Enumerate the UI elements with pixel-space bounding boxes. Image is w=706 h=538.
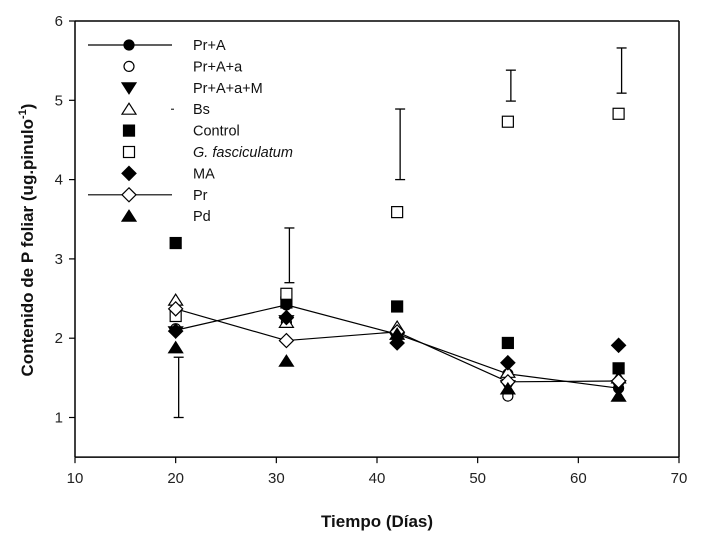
data-point bbox=[501, 336, 514, 350]
y-axis-title: Contenido de P foliar (ug.pinulo-1) bbox=[17, 104, 37, 377]
data-point bbox=[167, 301, 184, 317]
legend-item-control: Control bbox=[122, 124, 240, 140]
data-point bbox=[610, 373, 627, 389]
axes bbox=[74, 20, 680, 458]
y-axis-ticks: 1 2 3 4 5 6 bbox=[55, 13, 75, 427]
error-bar bbox=[284, 227, 295, 284]
data-point bbox=[500, 354, 516, 371]
legend-label: Pr+A+a bbox=[193, 59, 243, 75]
error-bar bbox=[505, 69, 516, 102]
data-point bbox=[612, 107, 625, 120]
y-tick-label: 5 bbox=[55, 92, 63, 109]
legend-label: Control bbox=[193, 124, 240, 140]
y-tick-label: 6 bbox=[55, 13, 63, 30]
data-point bbox=[278, 309, 295, 326]
error-bar bbox=[395, 108, 406, 181]
data-point bbox=[167, 340, 184, 354]
series-pd bbox=[167, 327, 627, 402]
legend-item-pr: Pr bbox=[88, 186, 208, 204]
legend-marker bbox=[120, 102, 138, 115]
legend-marker bbox=[121, 186, 137, 203]
legend-marker bbox=[121, 165, 137, 182]
x-axis-ticks: 10 20 30 40 50 60 70 bbox=[67, 457, 688, 487]
x-tick-label: 50 bbox=[469, 470, 486, 487]
legend-marker bbox=[120, 82, 138, 95]
legend-item-pr-a-a: Pr+A+a bbox=[123, 59, 243, 75]
y-tick-label: 3 bbox=[55, 251, 63, 268]
data-point bbox=[167, 323, 184, 339]
y-tick-label: 4 bbox=[55, 172, 63, 189]
legend-item-pd: Pd bbox=[120, 209, 211, 225]
series-control bbox=[169, 236, 625, 375]
series-ma bbox=[167, 309, 627, 371]
error-bars bbox=[173, 47, 627, 419]
x-tick-label: 30 bbox=[268, 470, 285, 487]
data-point bbox=[278, 332, 295, 349]
x-tick-label: 60 bbox=[570, 470, 587, 487]
legend-item-g-fasciculatum: G. fasciculatum bbox=[122, 145, 293, 161]
data-point bbox=[499, 381, 516, 395]
x-axis-title: Tiempo (Días) bbox=[321, 512, 433, 531]
error-bar bbox=[616, 47, 627, 94]
legend-marker bbox=[122, 124, 136, 137]
legend-label: Bs bbox=[193, 102, 210, 118]
data-point bbox=[610, 337, 627, 354]
x-tick-label: 10 bbox=[67, 470, 84, 487]
y-tick-label: 1 bbox=[55, 410, 63, 427]
legend-marker bbox=[123, 60, 135, 73]
y-axis-title-main: Contenido de P foliar (ug.pinulo bbox=[18, 119, 37, 377]
data-point bbox=[169, 236, 182, 250]
data-point bbox=[501, 115, 514, 128]
error-bar bbox=[173, 356, 184, 419]
legend-item-pr-a-a-m: Pr+A+a+M bbox=[120, 81, 263, 97]
data-point bbox=[280, 287, 293, 300]
legend-label: Pr+A+a+M bbox=[193, 81, 263, 97]
legend-label: Pr bbox=[193, 188, 208, 204]
x-tick-label: 20 bbox=[167, 470, 184, 487]
legend-label: MA bbox=[193, 166, 215, 182]
series-g-fasciculatum bbox=[169, 107, 625, 323]
y-axis-title-superscript: -1 bbox=[17, 109, 29, 119]
legend-label: Pr+A bbox=[193, 38, 226, 54]
legend-label: G. fasciculatum bbox=[193, 145, 293, 161]
data-point bbox=[610, 388, 627, 402]
legend-item-ma: MA bbox=[121, 165, 215, 182]
legend-marker bbox=[123, 39, 135, 51]
data-point bbox=[389, 327, 406, 340]
legend: Pr+A Pr+A+a Pr+A+a+M Bs Control G. fasciculat… bbox=[88, 38, 293, 225]
legend-label: Pd bbox=[193, 209, 211, 225]
data-point bbox=[278, 354, 295, 367]
legend-marker bbox=[120, 209, 138, 222]
legend-item-pr-a: Pr+A bbox=[88, 38, 226, 54]
legend-marker bbox=[122, 145, 136, 159]
y-axis-title-suffix: ) bbox=[18, 104, 37, 110]
x-tick-label: 70 bbox=[671, 470, 688, 487]
y-tick-label: 2 bbox=[55, 330, 63, 347]
data-point bbox=[612, 362, 625, 375]
data-point bbox=[391, 206, 404, 219]
data-markers bbox=[167, 107, 627, 402]
legend-item-bs: Bs bbox=[120, 102, 210, 118]
x-tick-label: 40 bbox=[369, 470, 386, 487]
data-point bbox=[391, 300, 404, 313]
